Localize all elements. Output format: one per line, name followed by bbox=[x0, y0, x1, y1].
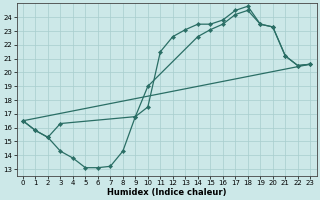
X-axis label: Humidex (Indice chaleur): Humidex (Indice chaleur) bbox=[107, 188, 226, 197]
